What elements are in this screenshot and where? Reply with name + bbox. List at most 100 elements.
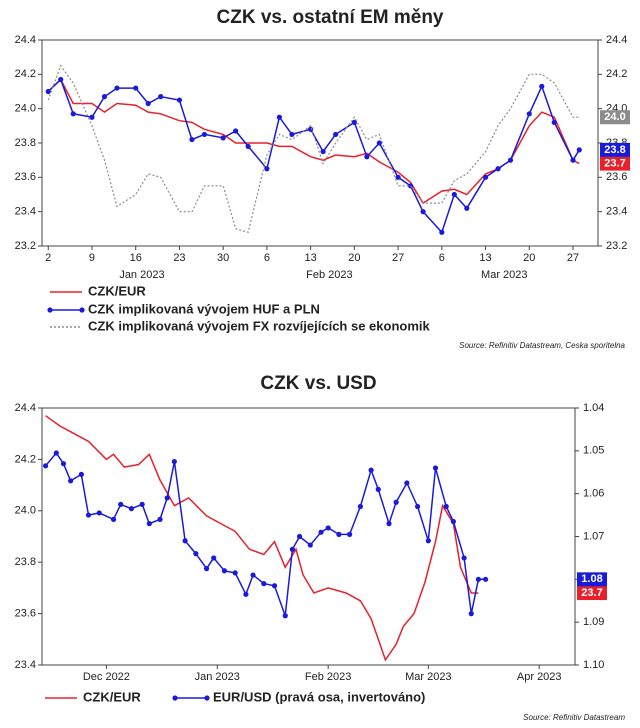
data-point	[89, 114, 95, 120]
data-point	[425, 538, 431, 544]
data-point	[451, 191, 457, 198]
data-point	[164, 495, 170, 501]
data-point	[468, 611, 474, 617]
y-tick-label: 23.6	[15, 608, 36, 620]
data-point	[325, 525, 331, 531]
data-point	[271, 583, 278, 589]
end-badge	[600, 142, 630, 157]
x-tick-label: 13	[305, 252, 317, 264]
y-tick-label: 24.4	[15, 402, 36, 414]
data-point	[576, 147, 582, 153]
data-point	[211, 555, 217, 561]
y-tick-label: 24.0	[15, 103, 36, 115]
data-point	[333, 131, 339, 138]
data-point	[158, 94, 164, 100]
x-tick-label: Apr 2023	[517, 671, 562, 683]
legend-marker	[204, 695, 210, 701]
y-tick-label: 23.4	[15, 206, 36, 218]
y-tick-label: 23.8	[15, 556, 36, 568]
end-label: 23.8	[604, 144, 625, 156]
x-tick-label: 2	[45, 252, 51, 264]
data-point	[461, 555, 467, 561]
data-point	[276, 114, 282, 120]
y-tick-label: 23.6	[15, 171, 36, 183]
data-point	[539, 83, 545, 89]
y2-tick-label: 23.4	[606, 206, 627, 218]
data-point	[393, 499, 399, 505]
y-tick-label: 24.2	[15, 453, 36, 465]
data-point	[118, 501, 124, 507]
data-point	[221, 568, 228, 574]
x-tick-label: 23	[173, 252, 185, 264]
end-badge	[600, 110, 630, 125]
source-note: Source: Refinitiv Datastream, Ceska spor…	[459, 341, 625, 350]
y-tick-label: 23.8	[15, 137, 36, 149]
data-point	[264, 166, 270, 172]
data-point	[551, 119, 557, 125]
y2-tick-label: 1.10	[583, 659, 604, 671]
series-line	[47, 64, 580, 234]
legend-marker	[172, 695, 178, 701]
data-point	[193, 551, 199, 557]
data-point	[307, 542, 313, 548]
x-tick-label: Feb 2023	[305, 671, 351, 683]
plot-frame	[41, 407, 576, 666]
data-point	[386, 521, 392, 527]
data-point	[507, 157, 514, 163]
data-point	[110, 516, 117, 522]
y2-tick-label: 1.07	[583, 530, 604, 542]
series-line	[45, 451, 486, 616]
data-point	[243, 591, 249, 597]
data-point	[171, 458, 177, 465]
legend-label: CZK/EUR	[83, 689, 141, 704]
data-point	[250, 572, 256, 578]
data-point	[526, 111, 532, 117]
x-tick-label: 6	[264, 252, 270, 264]
data-point	[128, 506, 135, 512]
data-point	[42, 463, 49, 469]
y2-tick-label: 1.09	[583, 616, 604, 628]
data-point	[282, 613, 288, 619]
x-tick-label: 20	[348, 252, 360, 264]
y2-tick-label: 23.2	[606, 240, 627, 252]
data-point	[351, 119, 357, 125]
end-badge	[577, 572, 607, 587]
y-tick-label: 24.2	[15, 68, 36, 80]
x-tick-label: 20	[523, 252, 535, 264]
data-point	[404, 480, 410, 486]
data-point	[415, 503, 421, 510]
data-point	[145, 100, 151, 107]
data-point	[296, 533, 303, 540]
y-tick-label: 24.4	[15, 34, 36, 46]
data-point	[289, 131, 295, 138]
data-point	[443, 503, 449, 510]
data-point	[376, 140, 382, 146]
data-point	[464, 205, 470, 211]
data-point	[114, 85, 120, 91]
legend-label: EUR/USD (pravá osa, invertováno)	[213, 689, 425, 704]
y2-tick-label: 1.06	[583, 488, 604, 500]
y-tick-label: 23.2	[15, 240, 36, 252]
data-point	[85, 512, 92, 518]
data-point	[146, 521, 152, 527]
end-label: 23.7	[581, 587, 602, 599]
end-label: 24.0	[604, 111, 625, 123]
legend-label: CZK implikovaná vývojem HUF a PLN	[88, 301, 320, 316]
data-point	[570, 157, 576, 163]
x-tick-label: 27	[392, 252, 404, 264]
x-tick-label: 30	[217, 252, 229, 264]
legend-label: CZK/EUR	[88, 283, 146, 298]
data-point	[96, 510, 102, 516]
data-point	[203, 566, 210, 572]
data-point	[233, 128, 239, 134]
chart-title: CZK vs. USD	[260, 373, 376, 394]
data-point	[68, 478, 74, 484]
end-label: 1.08	[581, 573, 602, 585]
y2-tick-label: 24.4	[606, 34, 627, 46]
data-point	[495, 166, 501, 172]
data-point	[368, 467, 374, 473]
series-line	[47, 78, 580, 234]
source-note: Source: Refinitiv Datastream	[523, 713, 625, 722]
x-tick-label: 9	[89, 252, 95, 264]
